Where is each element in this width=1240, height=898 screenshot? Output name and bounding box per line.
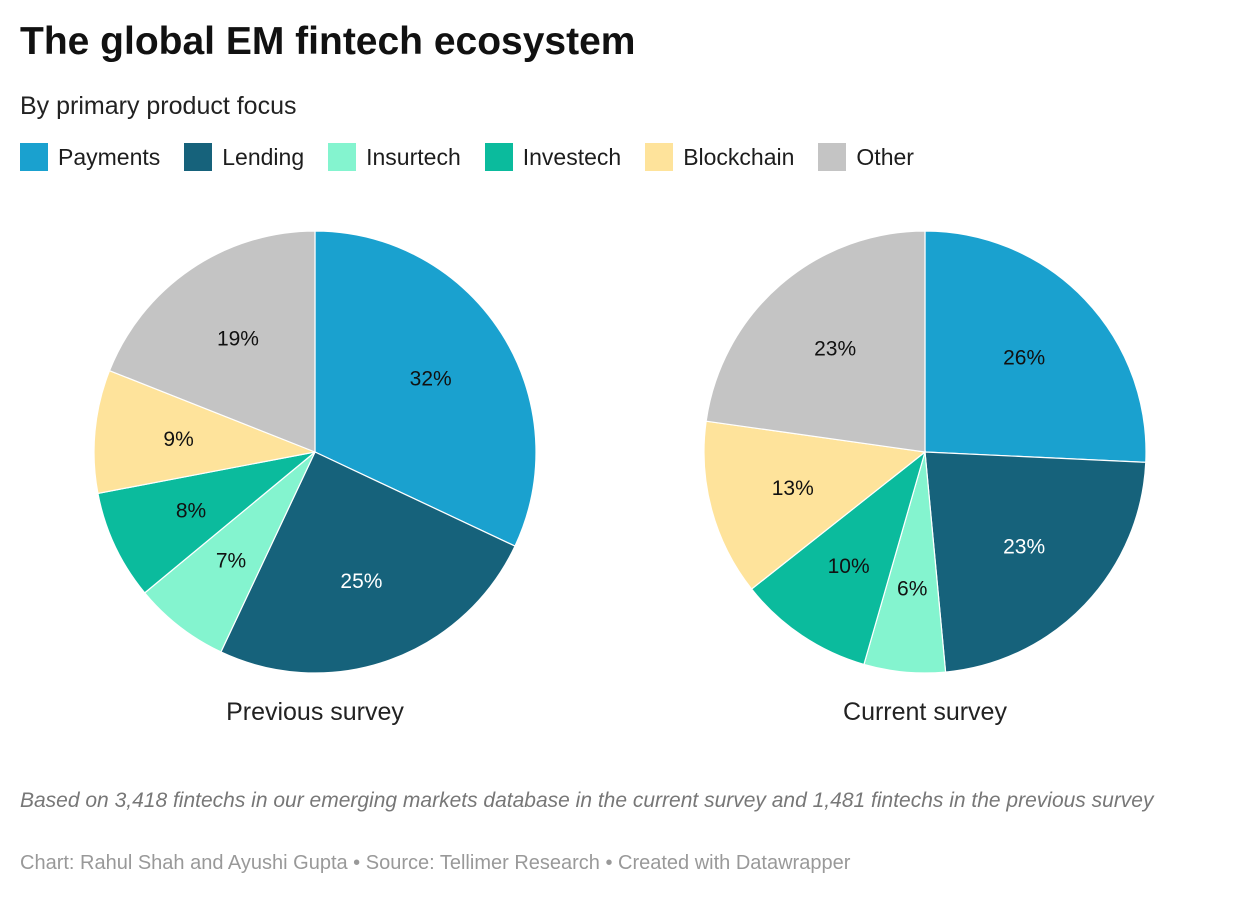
- legend: Payments Lending Insurtech Investech Blo…: [20, 143, 914, 171]
- legend-item-other: Other: [818, 143, 914, 171]
- chart-credit: Chart: Rahul Shah and Ayushi Gupta • Sou…: [20, 852, 851, 874]
- slice-label: 23%: [1003, 536, 1045, 559]
- legend-swatch: [328, 143, 357, 171]
- legend-label: Other: [856, 143, 914, 170]
- chart-subtitle: By primary product focus: [20, 92, 297, 120]
- legend-label: Lending: [222, 143, 305, 170]
- slice-label: 13%: [772, 477, 814, 500]
- legend-label: Insurtech: [366, 143, 461, 170]
- pie-slice-other: [108, 230, 316, 453]
- legend-swatch: [20, 143, 48, 171]
- slice-label: 6%: [897, 577, 927, 600]
- legend-item-blockchain: Blockchain: [645, 143, 794, 171]
- slice-label: 23%: [814, 338, 856, 361]
- slice-label: 32%: [410, 368, 452, 391]
- slice-label: 25%: [340, 570, 382, 593]
- pie-slice-investech: [750, 450, 927, 666]
- pie-title: Previous survey: [226, 698, 404, 726]
- pie-slice-blockchain: [703, 420, 927, 590]
- legend-swatch: [818, 143, 847, 171]
- legend-item-lending: Lending: [184, 143, 304, 171]
- pie-slice-lending: [220, 451, 516, 674]
- slice-label: 9%: [163, 428, 193, 451]
- slice-label: 7%: [216, 549, 246, 572]
- legend-label: Investech: [522, 143, 622, 170]
- slice-label: 19%: [217, 328, 259, 351]
- legend-item-investech: Investech: [484, 143, 622, 171]
- legend-item-insurtech: Insurtech: [328, 143, 461, 171]
- pie-slice-payments: [924, 230, 1147, 463]
- pie-slice-payments: [314, 230, 537, 547]
- legend-swatch: [484, 143, 513, 171]
- chart-title: The global EM fintech ecosystem: [20, 20, 636, 63]
- legend-swatch: [645, 143, 674, 171]
- pie-slice-lending: [924, 451, 1147, 673]
- chart-note: Based on 3,418 fintechs in our emerging …: [20, 789, 1154, 812]
- legend-swatch: [184, 143, 213, 171]
- legend-label: Payments: [58, 143, 161, 170]
- legend-item-payments: Payments: [20, 143, 160, 171]
- pie-slice-blockchain: [93, 369, 318, 495]
- slice-label: 26%: [1003, 346, 1045, 369]
- slice-label: 10%: [828, 555, 870, 578]
- pie-slice-other: [705, 230, 926, 453]
- legend-label: Blockchain: [683, 143, 795, 170]
- pie-slice-investech: [97, 451, 316, 594]
- slice-label: 8%: [176, 499, 206, 522]
- pie-title: Current survey: [843, 698, 1007, 726]
